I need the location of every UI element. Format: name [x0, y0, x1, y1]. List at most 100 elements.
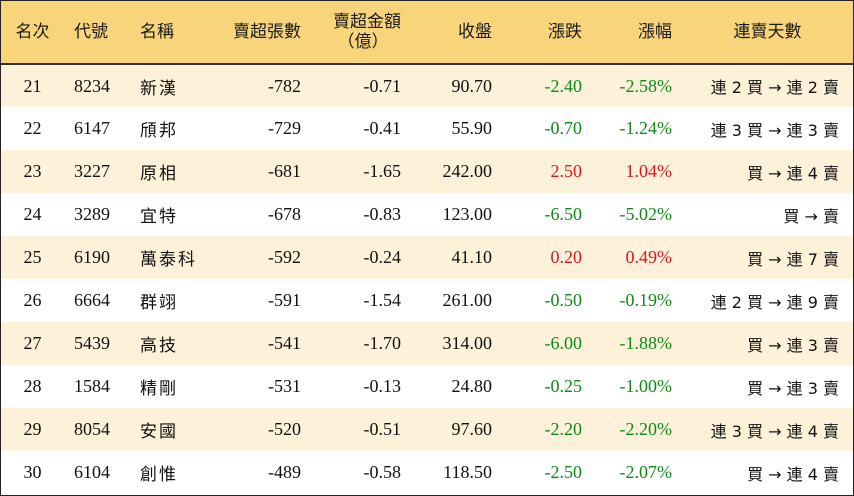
- cell-change-pct: -2.20%: [619, 419, 673, 439]
- header-change[interactable]: 漲跌: [502, 1, 592, 65]
- cell-change-pct: 0.49%: [625, 247, 673, 267]
- cell-code: 8234: [74, 75, 110, 96]
- cell-net-sell-amount: -0.83: [363, 204, 402, 224]
- cell-rank: 24: [23, 204, 42, 224]
- cell-name: 高技: [140, 336, 178, 356]
- cell-rank: 25: [23, 247, 42, 267]
- cell-net-sell-amount: -0.24: [363, 247, 402, 267]
- cell-change: -6.00: [544, 333, 583, 353]
- header-net-sell-amount[interactable]: 賣超金額 （億）: [311, 1, 411, 65]
- cell-change-pct: -1.00%: [619, 376, 673, 396]
- header-name[interactable]: 名稱: [126, 1, 221, 65]
- table-row[interactable]: 25 6190 萬泰科 -592 -0.24 41.10 0.20 0.49% 買 → 連 7 …: [1, 236, 853, 279]
- table-row[interactable]: 26 6664 群翊 -591 -1.54 261.00 -0.50 -0.19% 連 2 買 …: [1, 279, 853, 322]
- header-code[interactable]: 代號: [64, 1, 126, 65]
- cell-net-sell-lots: -729: [268, 118, 301, 138]
- cell-change: -6.50: [544, 204, 583, 224]
- header-net-sell-amount-unit: （億）: [337, 32, 389, 52]
- table-row[interactable]: 30 6104 創惟 -489 -0.58 118.50 -2.50 -2.07% 買 → 連 …: [1, 451, 853, 494]
- cell-net-sell-amount: -0.13: [363, 376, 402, 396]
- cell-change: 2.50: [550, 161, 583, 181]
- cell-code: 1584: [74, 376, 110, 396]
- cell-streak: 買 → 連 3 賣: [747, 378, 839, 398]
- cell-change-pct: -0.19%: [619, 290, 673, 310]
- cell-code: 3289: [74, 204, 110, 224]
- cell-rank: 26: [23, 290, 42, 310]
- cell-streak: 連 2 買 → 連 2 賣: [710, 78, 839, 97]
- cell-net-sell-amount: -0.71: [363, 75, 402, 96]
- cell-change: -0.50: [544, 290, 583, 310]
- header-close[interactable]: 收盤: [411, 1, 502, 65]
- header-rank[interactable]: 名次: [1, 1, 64, 65]
- cell-name: 宜特: [140, 207, 178, 227]
- cell-streak: 連 3 買 → 連 3 賣: [710, 120, 839, 140]
- table-body: 21 8234 新漢 -782 -0.71 90.70 -2.40 -2.58% 連 2 買 →…: [1, 64, 853, 494]
- cell-streak: 連 2 買 → 連 9 賣: [710, 292, 839, 312]
- cell-rank: 30: [23, 462, 42, 482]
- cell-code: 5439: [74, 333, 110, 353]
- cell-name: 群翊: [140, 293, 178, 313]
- cell-close: 97.60: [451, 419, 493, 439]
- cell-close: 242.00: [442, 161, 493, 181]
- cell-change: -2.50: [544, 462, 583, 482]
- cell-change: 0.20: [550, 247, 583, 267]
- cell-net-sell-lots: -489: [268, 462, 301, 482]
- cell-close: 123.00: [442, 204, 493, 224]
- cell-close: 314.00: [442, 333, 493, 353]
- cell-name: 萬泰科: [140, 250, 197, 270]
- cell-net-sell-lots: -782: [268, 75, 301, 96]
- header-net-sell-lots[interactable]: 賣超張數: [221, 1, 311, 65]
- cell-close: 24.80: [451, 376, 493, 396]
- table-row[interactable]: 28 1584 精剛 -531 -0.13 24.80 -0.25 -1.00% 買 → 連 3…: [1, 365, 853, 408]
- header-streak[interactable]: 連賣天數: [682, 1, 853, 65]
- table-row[interactable]: 22 6147 頎邦 -729 -0.41 55.90 -0.70 -1.24% 連 3 買 →…: [1, 107, 853, 150]
- cell-change-pct: 1.04%: [625, 161, 673, 181]
- cell-close: 90.70: [451, 75, 493, 96]
- table-row[interactable]: 23 3227 原相 -681 -1.65 242.00 2.50 1.04% 買 → 連 4 …: [1, 150, 853, 193]
- cell-net-sell-amount: -1.65: [363, 161, 402, 181]
- cell-change-pct: -5.02%: [619, 204, 673, 224]
- header-change-pct[interactable]: 漲幅: [592, 1, 682, 65]
- cell-net-sell-lots: -592: [268, 247, 301, 267]
- cell-code: 8054: [74, 419, 110, 439]
- cell-name: 頎邦: [140, 121, 178, 141]
- cell-net-sell-lots: -678: [268, 204, 301, 224]
- cell-code: 6104: [74, 462, 110, 482]
- cell-change: -0.70: [544, 118, 583, 138]
- cell-rank: 29: [23, 419, 42, 439]
- cell-net-sell-amount: -1.70: [363, 333, 402, 353]
- cell-streak: 買 → 連 4 賣: [747, 464, 839, 484]
- cell-code: 3227: [74, 161, 110, 181]
- cell-change-pct: -2.58%: [619, 75, 673, 96]
- cell-net-sell-lots: -531: [268, 376, 301, 396]
- table-header: 名次 代號 名稱 賣超張數 賣超金額 （億） 收盤 漲跌 漲幅 連賣天數: [1, 1, 853, 65]
- cell-net-sell-lots: -541: [268, 333, 301, 353]
- cell-change-pct: -2.07%: [619, 462, 673, 482]
- table-row[interactable]: 29 8054 安國 -520 -0.51 97.60 -2.20 -2.20% 連 3 買 →…: [1, 408, 853, 451]
- cell-close: 118.50: [443, 462, 492, 482]
- cell-close: 55.90: [451, 118, 493, 138]
- cell-streak: 連 3 買 → 連 4 賣: [710, 421, 839, 441]
- cell-name: 新漢: [140, 78, 178, 99]
- cell-rank: 23: [23, 161, 42, 181]
- cell-rank: 22: [23, 118, 42, 138]
- cell-net-sell-amount: -0.51: [363, 419, 402, 439]
- cell-name: 創惟: [140, 465, 178, 485]
- cell-code: 6147: [74, 118, 110, 138]
- header-net-sell-amount-line1: 賣超金額: [333, 12, 401, 32]
- table-row[interactable]: 21 8234 新漢 -782 -0.71 90.70 -2.40 -2.58% 連 2 買 →…: [1, 64, 853, 107]
- cell-close: 261.00: [442, 290, 493, 310]
- table-row[interactable]: 27 5439 高技 -541 -1.70 314.00 -6.00 -1.88% 買 → 連 …: [1, 322, 853, 365]
- cell-name: 原相: [140, 164, 178, 184]
- cell-streak: 買 → 連 4 賣: [747, 163, 839, 183]
- cell-close: 41.10: [451, 247, 493, 267]
- cell-net-sell-amount: -0.41: [363, 118, 402, 138]
- cell-code: 6664: [74, 290, 110, 310]
- table-row[interactable]: 24 3289 宜特 -678 -0.83 123.00 -6.50 -5.02% 買 → 賣: [1, 193, 853, 236]
- cell-net-sell-amount: -1.54: [363, 290, 402, 310]
- header-row: 名次 代號 名稱 賣超張數 賣超金額 （億） 收盤 漲跌 漲幅 連賣天數: [1, 1, 853, 65]
- cell-change: -2.40: [544, 75, 583, 96]
- cell-streak: 買 → 賣: [783, 206, 839, 226]
- cell-name: 安國: [140, 422, 178, 442]
